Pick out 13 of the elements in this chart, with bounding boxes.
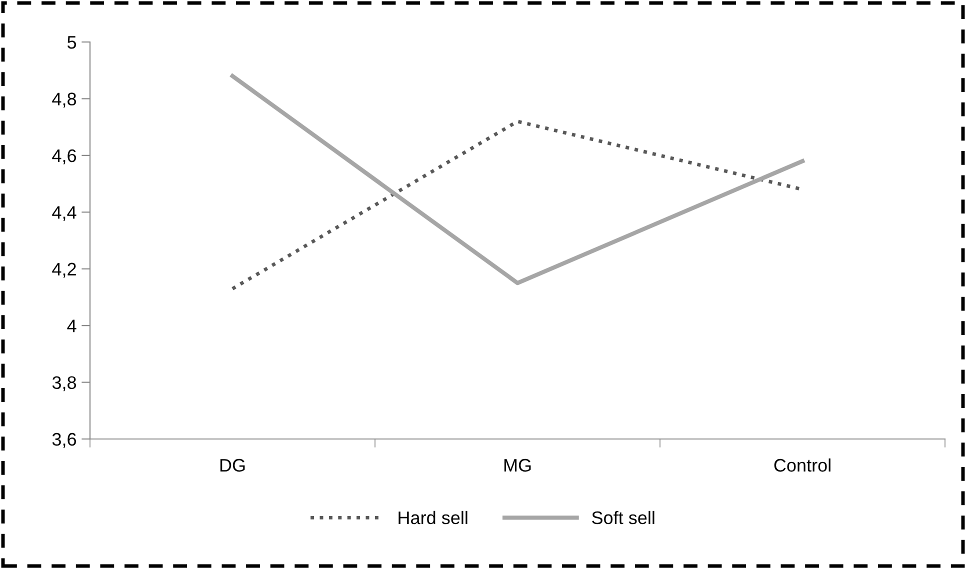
- x-tick-label: Control: [774, 458, 830, 472]
- x-tick-label: DG: [220, 458, 245, 472]
- y-tick-label: 4,2: [52, 262, 76, 278]
- y-tick-label: 3,6: [52, 432, 76, 448]
- y-tick-label: 4: [67, 320, 76, 332]
- legend-label: Hard sell: [398, 510, 468, 524]
- y-tick-label: 3,8: [52, 376, 76, 392]
- y-tick-label: 4,8: [52, 92, 76, 108]
- y-tick-label: 4,6: [52, 149, 76, 164]
- legend-label: Soft sell: [592, 510, 654, 524]
- x-tick-label: MG: [504, 458, 531, 472]
- y-tick-label: 5: [67, 36, 76, 49]
- y-tick-label: 4,4: [52, 206, 76, 221]
